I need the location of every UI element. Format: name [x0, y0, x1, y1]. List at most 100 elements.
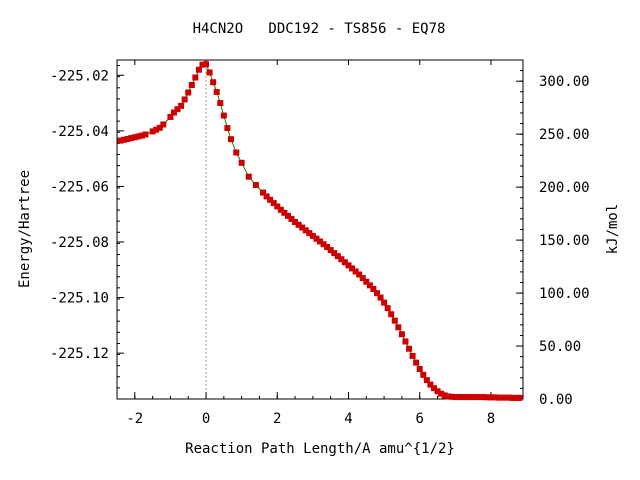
x-tick-label: 6 — [416, 411, 424, 427]
data-point — [138, 132, 145, 139]
data-point — [170, 109, 177, 116]
data-point — [238, 159, 245, 166]
data-point — [498, 394, 505, 401]
data-point — [227, 136, 234, 143]
data-point — [388, 311, 395, 318]
data-point — [295, 221, 302, 228]
data-point — [128, 135, 135, 142]
data-point — [448, 393, 455, 400]
y2-tick-label: 150.00 — [539, 233, 590, 249]
data-point — [192, 74, 199, 81]
y2-tick-label: 50.00 — [539, 339, 581, 355]
y-tick-label: -225.12 — [50, 346, 109, 362]
data-point — [327, 247, 334, 254]
data-point — [356, 271, 363, 278]
data-point — [334, 253, 341, 260]
data-point — [181, 96, 188, 103]
data-point — [384, 305, 391, 312]
data-point — [495, 394, 502, 401]
data-point — [224, 125, 231, 132]
data-point — [338, 256, 345, 263]
data-point — [512, 394, 519, 401]
data-point — [406, 345, 413, 352]
chart-title: H4CN2O DDC192 - TS856 - EQ78 — [193, 21, 446, 37]
y2-tick-label: 100.00 — [539, 286, 590, 302]
data-point — [359, 275, 366, 282]
data-point — [349, 265, 356, 272]
data-point — [188, 82, 195, 89]
data-point — [281, 209, 288, 216]
data-point — [366, 282, 373, 289]
data-point — [430, 385, 437, 392]
y-tick-label: -225.10 — [50, 291, 109, 307]
data-point — [434, 388, 441, 395]
data-point — [142, 131, 149, 138]
data-point — [324, 244, 331, 251]
data-point — [459, 394, 466, 401]
x-tick-label: 0 — [202, 411, 210, 427]
data-point — [345, 262, 352, 269]
data-point — [199, 61, 206, 68]
data-point — [217, 100, 224, 107]
data-point — [160, 121, 167, 128]
data-point — [487, 394, 494, 401]
data-point — [156, 124, 163, 131]
data-point — [135, 133, 142, 140]
y2-tick-label: 0.00 — [539, 392, 573, 408]
x-tick-label: 4 — [344, 411, 352, 427]
data-point — [245, 173, 252, 180]
data-point — [267, 196, 274, 203]
data-point — [124, 135, 131, 142]
data-point — [452, 394, 459, 401]
x-tick-label: 8 — [487, 411, 495, 427]
data-point — [263, 193, 270, 200]
y-tick-label: -225.06 — [50, 179, 109, 195]
data-point — [320, 241, 327, 248]
data-point — [441, 392, 448, 399]
data-point — [260, 189, 267, 196]
data-point — [420, 371, 427, 378]
y2-axis-label: kJ/mol — [605, 204, 621, 255]
y2-tick-label: 300.00 — [539, 74, 590, 90]
data-point — [470, 394, 477, 401]
data-point — [409, 352, 416, 359]
data-point — [252, 182, 259, 189]
data-point — [516, 394, 523, 401]
data-point — [149, 128, 156, 135]
series-line — [120, 63, 520, 399]
y-tick-label: -225.04 — [50, 124, 109, 140]
data-point — [277, 206, 284, 213]
data-point — [413, 359, 420, 366]
y2-tick-label: 200.00 — [539, 180, 590, 196]
data-point — [331, 250, 338, 257]
data-point — [445, 393, 452, 400]
data-point — [423, 377, 430, 384]
x-tick-label: 2 — [273, 411, 281, 427]
data-point — [206, 69, 213, 76]
y-axis-label: Energy/Hartree — [17, 170, 33, 288]
data-point — [288, 215, 295, 222]
data-point — [363, 278, 370, 285]
data-point — [131, 134, 138, 141]
data-point — [391, 317, 398, 324]
data-point — [270, 200, 277, 207]
data-point — [284, 212, 291, 219]
data-point — [213, 88, 220, 95]
data-point — [317, 238, 323, 245]
data-point — [302, 227, 309, 234]
data-point — [416, 365, 423, 372]
data-point — [484, 394, 491, 401]
data-point — [121, 136, 128, 143]
data-point — [402, 338, 409, 345]
data-point — [438, 390, 445, 397]
data-point — [480, 394, 487, 401]
y-tick-label: -225.08 — [50, 235, 109, 251]
data-point — [370, 285, 377, 292]
data-point — [473, 394, 480, 401]
data-point — [381, 299, 388, 306]
data-point — [153, 126, 160, 133]
data-point — [352, 268, 359, 275]
data-point — [502, 394, 509, 401]
data-point — [174, 106, 181, 113]
